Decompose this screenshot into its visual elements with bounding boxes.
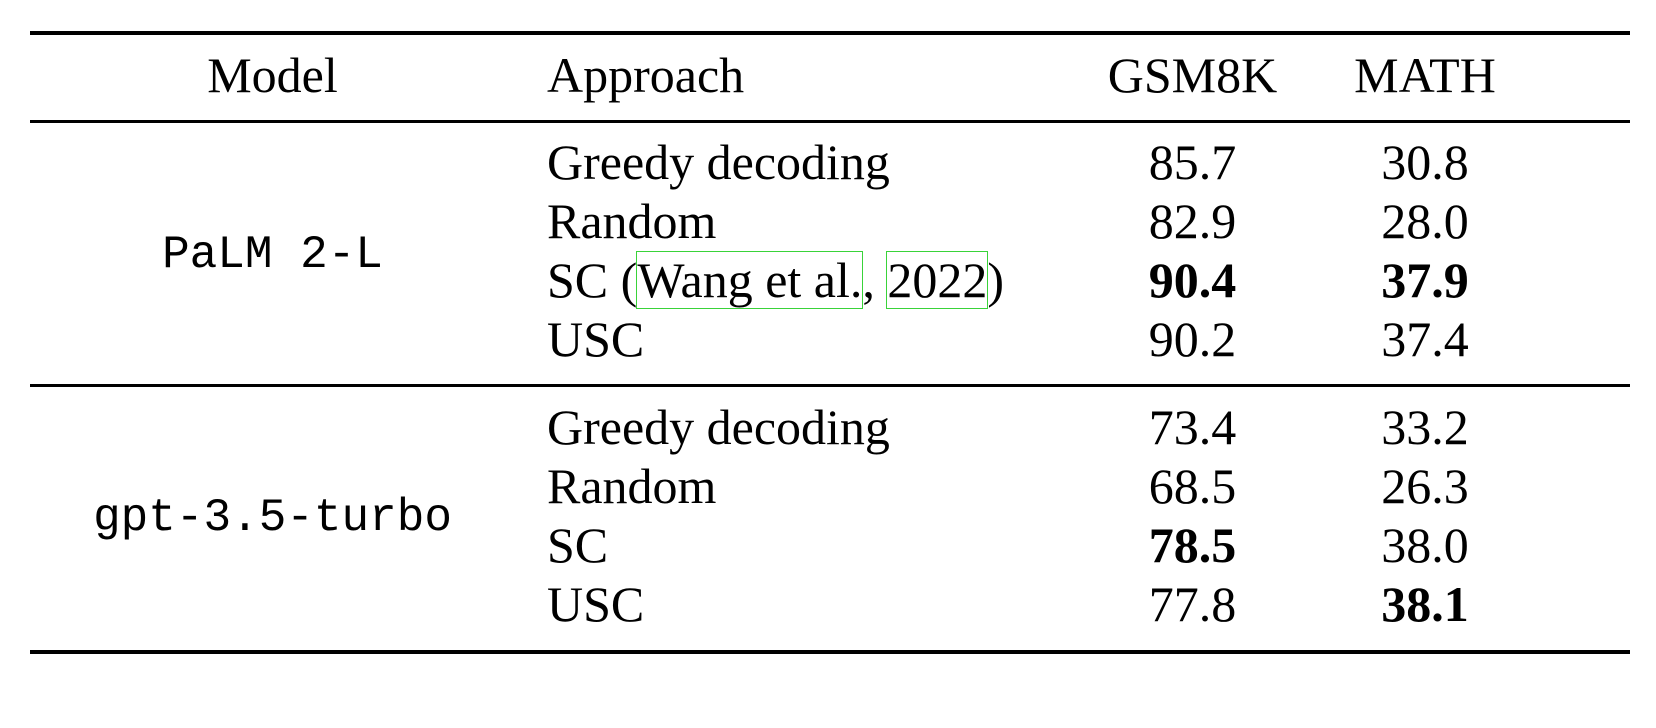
header-rule (30, 120, 1630, 123)
header-model: Model (207, 47, 338, 103)
citation-separator: , (862, 252, 888, 308)
bottom-rule (30, 650, 1630, 654)
approach-cell: Random (547, 193, 717, 249)
gsm8k-cell: 90.2 (1148, 311, 1237, 367)
model-palm-2-l: PaLM 2-L (162, 229, 383, 281)
gsm8k-cell: 82.9 (1148, 193, 1237, 249)
top-rule (30, 31, 1630, 35)
header-gsm8k: GSM8K (1107, 47, 1278, 103)
approach-label: SC (547, 252, 609, 308)
header-math: MATH (1354, 47, 1496, 103)
gsm8k-cell-best: 78.5 (1148, 517, 1237, 573)
citation-link-year[interactable]: 2022 (886, 251, 989, 309)
math-cell: 26.3 (1381, 458, 1469, 514)
gsm8k-cell: 68.5 (1148, 458, 1237, 514)
approach-cell: USC (547, 311, 645, 367)
header-approach: Approach (547, 47, 745, 103)
math-cell: 28.0 (1381, 193, 1469, 249)
approach-cell: Random (547, 458, 717, 514)
math-cell: 38.0 (1381, 517, 1469, 573)
approach-cell: SC (547, 517, 609, 573)
math-cell: 37.4 (1381, 311, 1469, 367)
approach-cell: USC (547, 576, 645, 632)
approach-cell: Greedy decoding (547, 134, 890, 190)
math-cell: 33.2 (1381, 399, 1469, 455)
gsm8k-cell-best: 90.4 (1148, 252, 1237, 308)
citation-link-authors[interactable]: Wang et al. (636, 251, 864, 309)
group-divider-rule (30, 384, 1630, 387)
citation-close-paren: ) (987, 252, 1005, 308)
gsm8k-cell: 85.7 (1148, 134, 1237, 190)
citation-open-paren: ( (620, 252, 638, 308)
math-cell-best: 37.9 (1381, 252, 1469, 308)
model-gpt-3-5-turbo: gpt-3.5-turbo (93, 492, 452, 544)
math-cell-best: 38.1 (1381, 576, 1469, 632)
approach-cell-with-citation: SC (Wang et al., 2022) (547, 250, 1004, 310)
math-cell: 30.8 (1381, 134, 1469, 190)
gsm8k-cell: 77.8 (1148, 576, 1237, 632)
gsm8k-cell: 73.4 (1148, 399, 1237, 455)
approach-cell: Greedy decoding (547, 399, 890, 455)
